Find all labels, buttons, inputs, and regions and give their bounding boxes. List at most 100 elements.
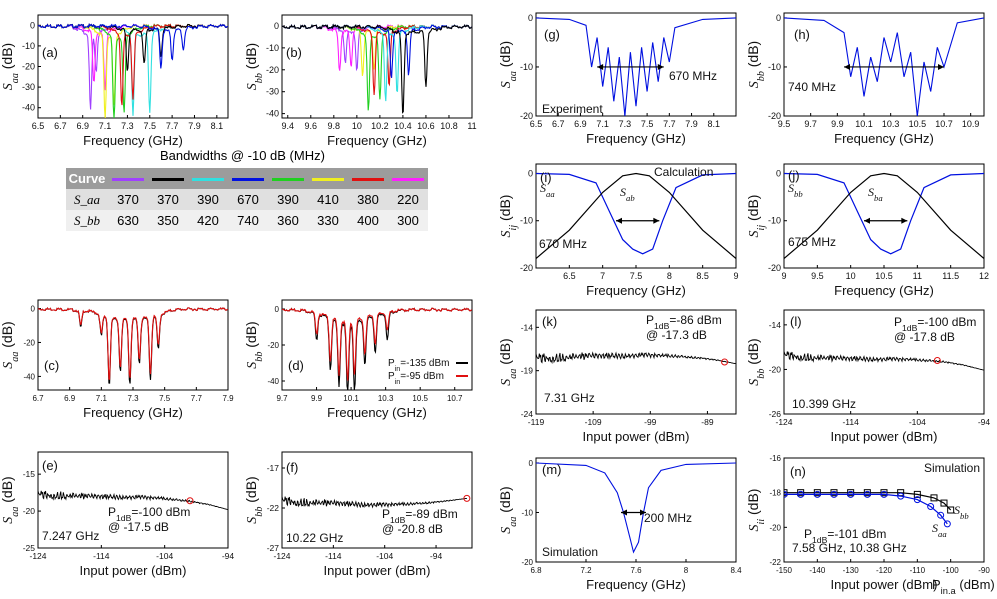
- x-tick-label: 10.1: [343, 394, 359, 403]
- series-label: Sbb: [788, 181, 803, 199]
- p1db-annotation: P1dB=-100 dBm: [894, 315, 976, 333]
- x-axis-label: Frequency (GHz): [834, 283, 934, 298]
- series-s-param: [536, 462, 736, 554]
- x-tick-label: 7.5: [641, 119, 654, 129]
- panel-m: 6.8 7.2 7.6 8 8.4 0 -10 -20 Frequency (GHz) Saa (…: [497, 457, 742, 592]
- frequency-label: 7.247 GHz: [42, 529, 99, 543]
- swatch-5: [312, 178, 344, 182]
- x-axis-label: Input power (dBm): [324, 563, 431, 578]
- arrow-head-right: [938, 63, 944, 70]
- series-label: Saa: [540, 181, 555, 199]
- plot-frame: [783, 12, 985, 117]
- bandwidth-label: 740 MHz: [788, 80, 836, 94]
- x-tick-label: 7.7: [663, 119, 676, 129]
- x-tick-label: 7.5: [630, 271, 643, 281]
- y-tick-label: -20: [23, 338, 35, 347]
- x-tick-label: -124: [29, 551, 46, 561]
- frequency-label: 10.22 GHz: [286, 531, 343, 545]
- swatch-cell: [388, 168, 428, 189]
- x-tick-label: 10.2: [371, 121, 389, 131]
- plot-area: [784, 351, 984, 371]
- x-axis-label: Frequency (GHz): [327, 133, 427, 148]
- x-tick-label: 7.2: [580, 566, 592, 575]
- swatch-cell: [268, 168, 308, 189]
- x-tick-label: -100: [943, 566, 960, 575]
- x-tick-label: 9.4: [281, 121, 294, 131]
- panel-k: -119 -109 -99 -89 -14 -19 -24 Input power (dBm)…: [497, 309, 737, 444]
- x-axis-label: Frequency (GHz): [586, 577, 686, 592]
- note-label: Simulation: [542, 545, 598, 559]
- panel-label: (e): [42, 458, 58, 473]
- series-cyan: [38, 23, 228, 116]
- table-cell: 330: [308, 210, 348, 231]
- panel-f: -124 -114 -104 -94 -17 -22 -27 Input power (dBm…: [243, 451, 473, 578]
- swatch-cell: [148, 168, 188, 189]
- y-tick-label: -17: [267, 463, 280, 473]
- x-axis-label: Frequency (GHz): [83, 405, 183, 420]
- arrow-head-right: [657, 63, 664, 70]
- y-tick-label: -20: [768, 263, 781, 273]
- x-tick-label: 10.5: [909, 119, 927, 129]
- x-tick-label: -94: [978, 417, 991, 427]
- plot-area: [536, 172, 736, 259]
- x-tick-label: 10.3: [882, 119, 900, 129]
- series-S_aa: [536, 172, 736, 255]
- arrow-head-left: [864, 217, 870, 224]
- x-tick-label: 8.1: [708, 119, 721, 129]
- y-tick-label: -20: [769, 364, 782, 374]
- p1db-annotation: P1dB=-100 dBm: [108, 505, 190, 523]
- x-tick-label: -124: [775, 417, 792, 427]
- series-S_bb: [784, 172, 984, 255]
- p1db-annotation: P1dB=-101 dBm: [804, 527, 886, 545]
- arrow-head-left: [621, 509, 627, 516]
- x-tick-label: 6.5: [530, 119, 543, 129]
- x-tick-label: 6.5: [32, 121, 45, 131]
- y-axis-label: Sij (dB): [497, 195, 519, 238]
- x-tick-label: 9.5: [811, 271, 824, 281]
- data-point: [784, 490, 788, 498]
- plot-area: [536, 462, 736, 554]
- y-tick-label: -10: [521, 508, 533, 517]
- x-tick-label: 7.9: [188, 121, 201, 131]
- x-tick-label: 12: [979, 271, 989, 281]
- x-tick-label: 10.5: [875, 271, 893, 281]
- plot-area: [784, 17, 984, 116]
- x-tick-label: 6.7: [552, 119, 565, 129]
- p1db-annotation: P1dB=-86 dBm: [646, 313, 722, 331]
- y-axis-label: Saa (dB): [497, 41, 519, 88]
- data-point: [847, 490, 855, 498]
- plot-frame: [37, 451, 229, 549]
- swatch-2: [192, 178, 224, 182]
- x-tick-label: 9: [733, 271, 738, 281]
- x-tick-label: 7.3: [121, 121, 134, 131]
- series-S_ba: [784, 172, 984, 259]
- swatch-0: [112, 178, 144, 182]
- series-magenta: [38, 23, 228, 91]
- panel-label: (b): [286, 45, 302, 60]
- data-point: [913, 490, 921, 498]
- p1db-annotation: @ -17.8 dB: [894, 330, 955, 344]
- y-axis-label: Sbb (dB): [745, 338, 767, 385]
- x-tick-label: 6.7: [32, 394, 44, 403]
- table-cell: 370: [108, 189, 148, 210]
- bandwidth-label: 670 MHz: [539, 237, 587, 251]
- x-tick-label: 7.3: [619, 119, 632, 129]
- x-tick-label: -119: [528, 417, 545, 427]
- p1db-marker: [721, 358, 729, 366]
- panel-n: -150 -140 -130 -120 -110 -100 -90 -16 -18 -20 -22 I…: [745, 454, 995, 596]
- panel-label: (i): [540, 170, 552, 185]
- y-tick-label: -10: [266, 43, 279, 53]
- table-cell: 390: [268, 189, 308, 210]
- x-tick-label: 7.1: [99, 121, 112, 131]
- panel-c: 6.7 6.9 7.1 7.3 7.5 7.7 7.9 0 -20 -40 Frequency (G…: [0, 299, 234, 420]
- data-point: [913, 496, 921, 504]
- panel-label: (m): [542, 462, 562, 477]
- plot-frame: [535, 12, 737, 117]
- x-tick-label: 10: [352, 121, 362, 131]
- x-tick-label: 7.6: [630, 566, 642, 575]
- y-tick-label: 0: [776, 168, 781, 178]
- x-tick-label: 7.5: [159, 394, 171, 403]
- x-tick-label: 8.5: [696, 271, 709, 281]
- x-tick-label: 9.7: [276, 394, 288, 403]
- plot-frame: [535, 309, 737, 415]
